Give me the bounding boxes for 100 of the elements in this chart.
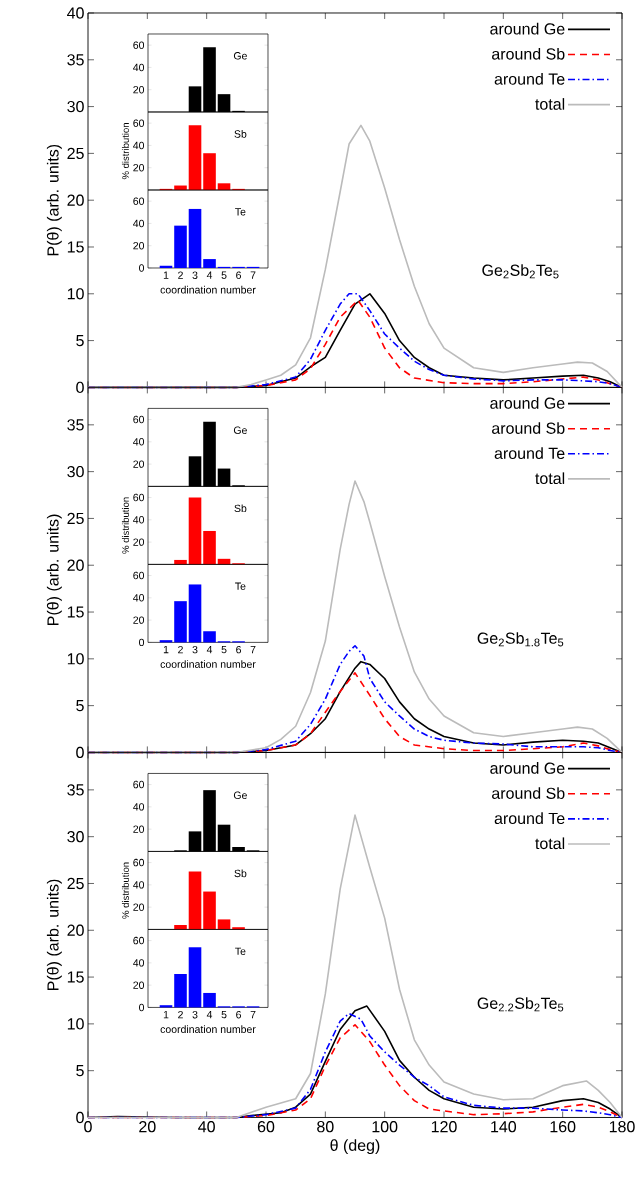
- x-tick-label: 1: [163, 1010, 169, 1019]
- y-tick-label: 40: [133, 516, 145, 524]
- legend-label: around Sb: [492, 787, 565, 799]
- y-tick-label: 40: [133, 881, 145, 889]
- y-tick-label: 5: [76, 1065, 84, 1077]
- x-axis-title: coordination number: [160, 1025, 256, 1033]
- y-tick-label: 10: [67, 653, 84, 665]
- y-tick-label: 30: [67, 465, 84, 478]
- y-tick-label: 60: [133, 858, 145, 867]
- y-tick-label: 30: [67, 831, 84, 843]
- x-tick-label: 2: [178, 645, 183, 654]
- y-tick-label: 20: [133, 241, 145, 250]
- y-tick-label: 0: [139, 1003, 145, 1012]
- x-tick-label: 140: [491, 1121, 517, 1133]
- y-tick-label: 35: [67, 54, 84, 66]
- y-tick-label: 40: [67, 7, 84, 19]
- y-tick-label: 60: [133, 780, 145, 789]
- x-tick-label: 3: [192, 271, 198, 279]
- y-tick-label: 30: [67, 100, 84, 113]
- y-axis-title: P(θ) (arb. units): [46, 514, 62, 625]
- y-tick-label: 40: [133, 803, 145, 811]
- annotation: Ge$_{2.2}$Sb$_{2}$Te$_{5}$: [477, 997, 564, 1012]
- y-tick-label: 40: [133, 141, 145, 150]
- legend-label: around Ge: [490, 762, 565, 774]
- x-tick-label: 4: [206, 645, 213, 654]
- x-tick-label: 60: [257, 1121, 275, 1133]
- text: Ge: [233, 52, 247, 60]
- y-tick-label: 35: [67, 419, 84, 431]
- y-tick-label: 25: [67, 512, 84, 525]
- annotation: Ge$_{2}$Sb$_{2}$Te$_{5}$: [482, 264, 559, 279]
- y-tick-label: 40: [133, 594, 145, 602]
- y-tick-label: 25: [67, 877, 84, 890]
- x-tick-label: 7: [250, 1010, 256, 1019]
- x-tick-label: 7: [250, 645, 256, 654]
- y-tick-label: 60: [133, 571, 145, 580]
- x-tick-label: 80: [317, 1121, 334, 1133]
- y-axis-title: % distribution: [121, 123, 129, 180]
- x-tick-label: 5: [221, 271, 227, 279]
- y-axis-title: % distribution: [121, 862, 129, 919]
- x-tick-label: 3: [192, 645, 198, 654]
- y-axis-title: P(θ) (arb. units): [46, 879, 62, 990]
- y-tick-label: 60: [133, 493, 145, 502]
- x-axis-title: coordination number: [160, 285, 256, 294]
- x-tick-label: 6: [236, 645, 241, 654]
- x-tick-label: 4: [206, 271, 213, 279]
- y-tick-label: 20: [133, 981, 145, 989]
- text: Ge: [233, 791, 247, 799]
- y-tick-label: 15: [67, 606, 84, 618]
- y-tick-label: 60: [133, 936, 145, 945]
- x-axis-title: θ (deg): [330, 1139, 380, 1155]
- x-tick-label: 4: [206, 1010, 213, 1019]
- annotation: Ge$_{2}$Sb$_{1.8}$Te$_{5}$: [477, 632, 564, 647]
- y-tick-label: 20: [67, 194, 84, 206]
- y-tick-label: 25: [67, 147, 84, 160]
- y-tick-label: 5: [76, 335, 84, 347]
- legend-label: total: [535, 98, 565, 110]
- y-tick-label: 10: [67, 288, 84, 300]
- x-tick-label: 120: [431, 1121, 457, 1133]
- x-tick-label: 100: [372, 1121, 398, 1133]
- y-tick-label: 20: [133, 903, 145, 911]
- text: Te: [235, 208, 246, 216]
- y-tick-label: 15: [67, 241, 84, 253]
- y-tick-label: 20: [133, 538, 145, 546]
- y-tick-label: 0: [76, 746, 84, 759]
- y-tick-label: 10: [67, 1018, 84, 1030]
- y-tick-label: 60: [133, 41, 145, 49]
- y-tick-label: 60: [133, 415, 145, 424]
- y-tick-label: 40: [133, 219, 145, 228]
- y-tick-label: 20: [67, 924, 84, 936]
- y-tick-label: 60: [133, 119, 145, 127]
- x-tick-label: 5: [221, 1010, 227, 1019]
- text: Sb: [234, 129, 247, 138]
- x-tick-label: 6: [236, 271, 241, 279]
- legend-label: around Ge: [490, 397, 565, 409]
- legend-label: around Sb: [492, 422, 565, 434]
- x-tick-label: 160: [550, 1121, 576, 1133]
- legend-label: around Te: [494, 73, 565, 85]
- text: Ge: [233, 426, 247, 434]
- y-tick-label: 15: [67, 971, 84, 983]
- x-tick-label: 40: [198, 1121, 215, 1133]
- text: Te: [235, 582, 246, 590]
- y-tick-label: 40: [133, 63, 145, 72]
- legend-label: around Ge: [490, 22, 565, 35]
- y-tick-label: 0: [76, 381, 84, 394]
- text: Te: [235, 947, 246, 955]
- x-tick-label: 2: [178, 1010, 183, 1019]
- x-tick-label: 7: [250, 271, 256, 279]
- y-tick-label: 40: [133, 438, 145, 446]
- x-tick-label: 0: [84, 1121, 92, 1133]
- y-axis-title: P(θ) (arb. units): [46, 144, 62, 256]
- legend-label: around Te: [494, 812, 565, 825]
- y-tick-label: 20: [133, 163, 145, 172]
- y-axis-title: % distribution: [121, 497, 129, 554]
- x-tick-label: 1: [163, 645, 169, 654]
- y-tick-label: 0: [139, 264, 145, 272]
- x-axis-title: coordination number: [160, 660, 256, 668]
- y-tick-label: 20: [133, 825, 145, 833]
- text: Sb: [234, 504, 247, 513]
- y-tick-label: 40: [133, 959, 145, 967]
- y-tick-label: 0: [76, 1111, 84, 1124]
